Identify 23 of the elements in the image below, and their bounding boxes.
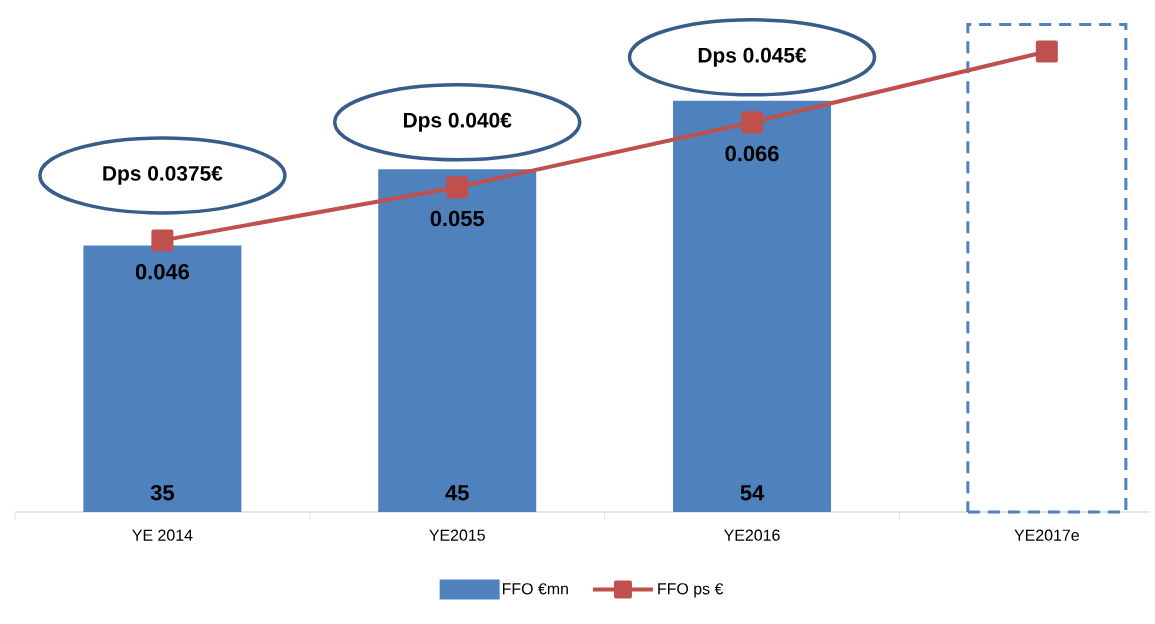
annotation: Dps 0.0375€ [103,165,223,185]
point [1035,40,1058,63]
legend-label: FFO ps € [658,583,724,598]
point [741,111,764,134]
x-tick-label: YE2016 [724,529,780,541]
x-tick-label: YE2015 [429,529,485,541]
bar [673,100,832,512]
data-label: 0.066 [725,145,779,162]
point [446,176,469,199]
legend-label: FFO €mn [502,583,568,595]
bar [966,23,1128,514]
annotation: Dps 0.045€ [698,47,807,67]
data-label: 0.055 [430,210,485,227]
data-label: 35 [150,484,174,501]
data-label: 0.046 [135,263,190,280]
bar [378,169,537,512]
annotation: Dps 0.040€ [403,112,512,132]
x-tick-label: YE 2014 [132,529,193,541]
data-label: 45 [445,485,469,501]
data-label: 54 [740,485,765,501]
x-tick-label: YE2017e [1014,529,1079,541]
bar [83,245,242,512]
point [151,229,174,252]
